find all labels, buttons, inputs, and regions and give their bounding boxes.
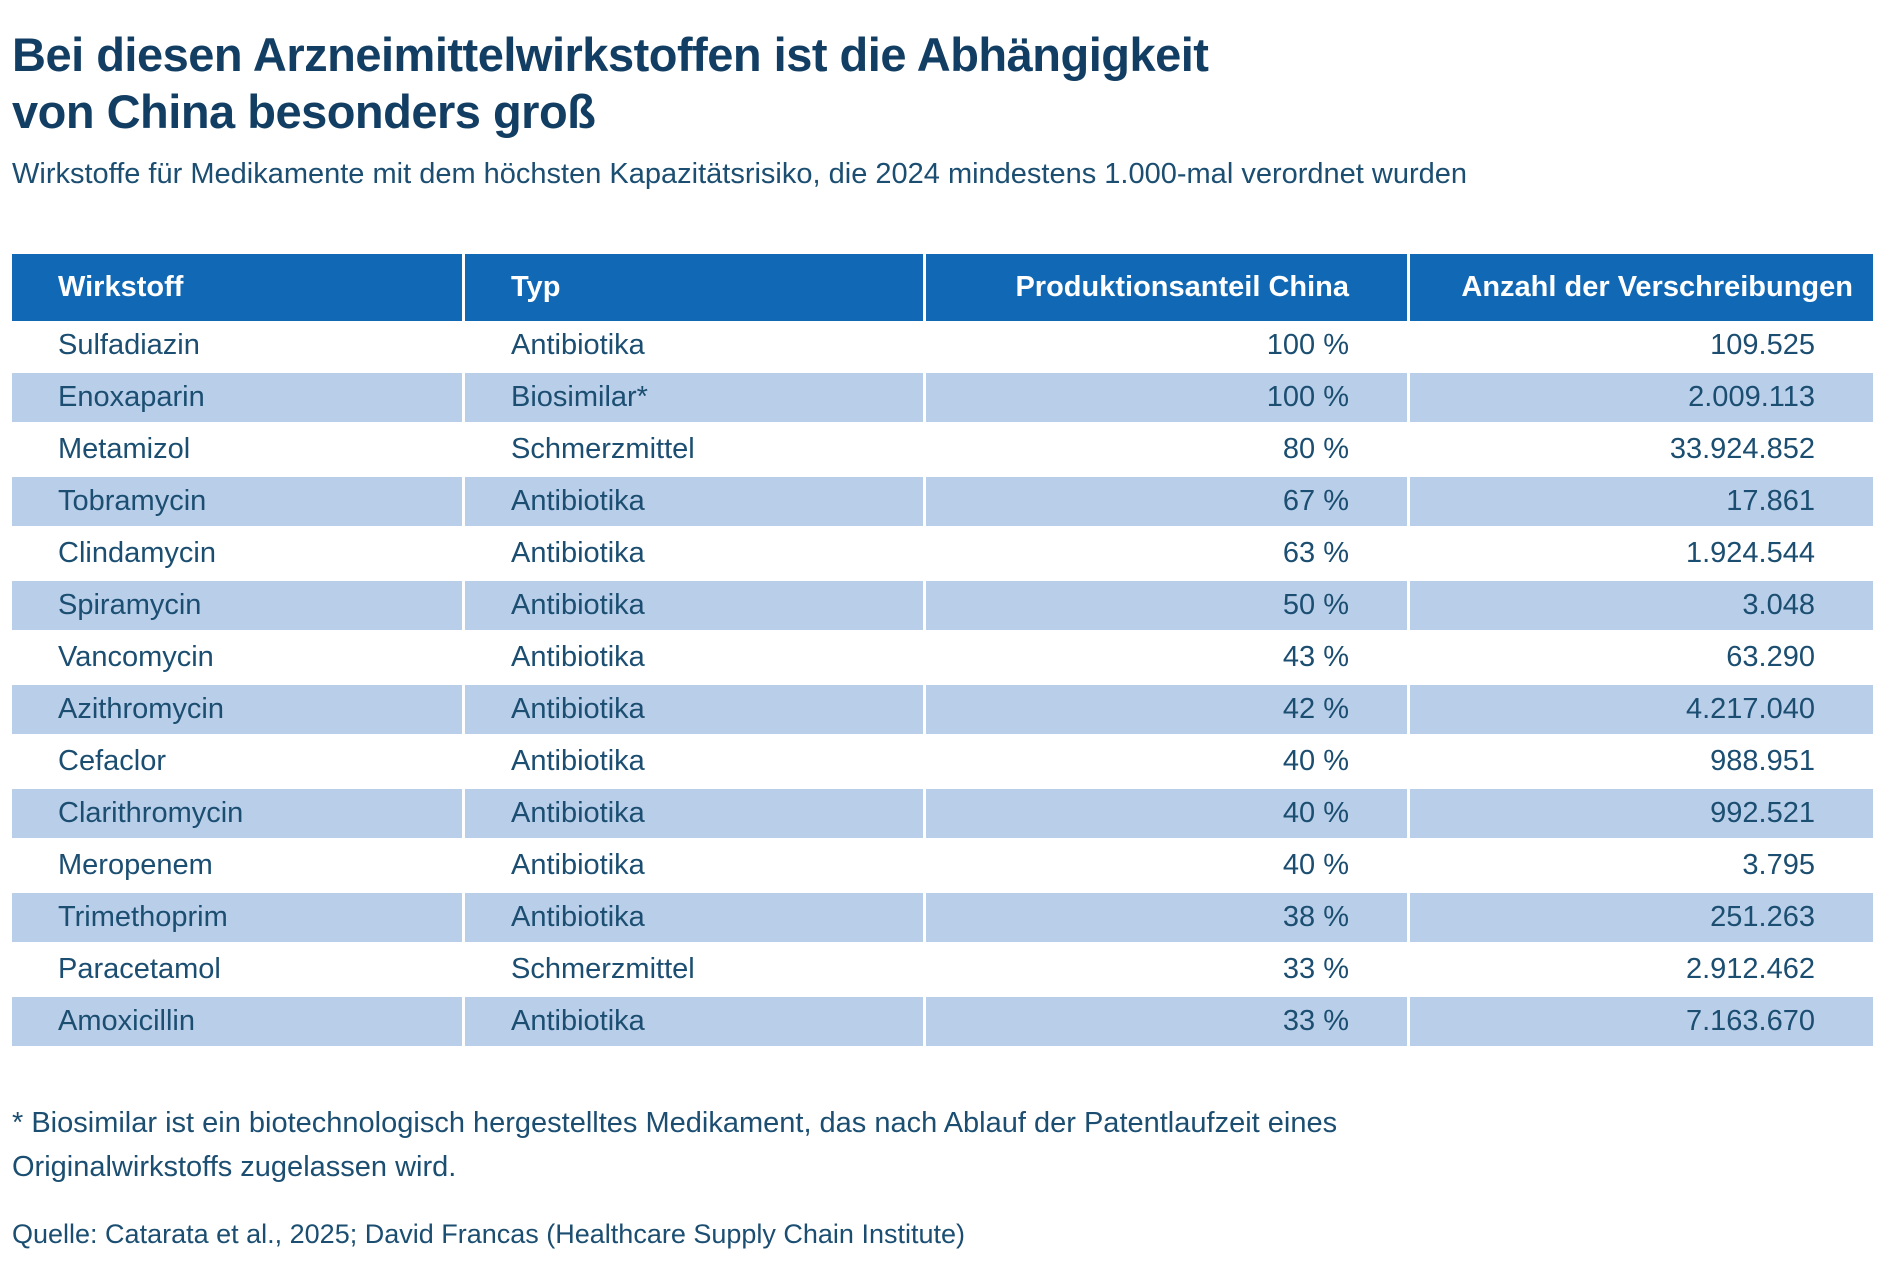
cell-typ: Antibiotika xyxy=(465,997,926,1049)
cell-wirkstoff: Spiramycin xyxy=(12,581,465,633)
data-table: Wirkstoff Typ Produktionsanteil China An… xyxy=(12,254,1873,1049)
cell-verschreibungen: 63.290 xyxy=(1410,633,1873,685)
cell-typ: Antibiotika xyxy=(465,737,926,789)
cell-typ: Antibiotika xyxy=(465,841,926,893)
cell-produktionsanteil: 63 % xyxy=(926,529,1410,581)
cell-typ: Antibiotika xyxy=(465,529,926,581)
cell-typ: Antibiotika xyxy=(465,581,926,633)
cell-verschreibungen: 992.521 xyxy=(1410,789,1873,841)
cell-typ: Antibiotika xyxy=(465,477,926,529)
cell-wirkstoff: Enoxaparin xyxy=(12,373,465,425)
cell-wirkstoff: Azithromycin xyxy=(12,685,465,737)
table-row: Trimethoprim Antibiotika 38 % 251.263 xyxy=(12,893,1873,945)
cell-produktionsanteil: 50 % xyxy=(926,581,1410,633)
column-header-verschreibungen: Anzahl der Verschreibungen xyxy=(1410,254,1873,321)
table-row: Vancomycin Antibiotika 43 % 63.290 xyxy=(12,633,1873,685)
subtitle: Wirkstoffe für Medikamente mit dem höchs… xyxy=(12,158,1467,190)
column-header-wirkstoff: Wirkstoff xyxy=(12,254,465,321)
cell-produktionsanteil: 42 % xyxy=(926,685,1410,737)
cell-produktionsanteil: 100 % xyxy=(926,321,1410,373)
cell-wirkstoff: Vancomycin xyxy=(12,633,465,685)
table-row: Clarithromycin Antibiotika 40 % 992.521 xyxy=(12,789,1873,841)
page-title-line2: von China besonders groß xyxy=(12,85,596,138)
cell-wirkstoff: Tobramycin xyxy=(12,477,465,529)
table-header-row: Wirkstoff Typ Produktionsanteil China An… xyxy=(12,254,1873,321)
table-row: Spiramycin Antibiotika 50 % 3.048 xyxy=(12,581,1873,633)
cell-produktionsanteil: 40 % xyxy=(926,841,1410,893)
cell-typ: Antibiotika xyxy=(465,633,926,685)
cell-verschreibungen: 4.217.040 xyxy=(1410,685,1873,737)
cell-verschreibungen: 109.525 xyxy=(1410,321,1873,373)
table-row: Enoxaparin Biosimilar* 100 % 2.009.113 xyxy=(12,373,1873,425)
column-header-typ: Typ xyxy=(465,254,926,321)
cell-verschreibungen: 2.009.113 xyxy=(1410,373,1873,425)
table-row: Metamizol Schmerzmittel 80 % 33.924.852 xyxy=(12,425,1873,477)
table-row: Clindamycin Antibiotika 63 % 1.924.544 xyxy=(12,529,1873,581)
cell-typ: Biosimilar* xyxy=(465,373,926,425)
cell-typ: Antibiotika xyxy=(465,893,926,945)
cell-typ: Antibiotika xyxy=(465,685,926,737)
cell-wirkstoff: Cefaclor xyxy=(12,737,465,789)
cell-verschreibungen: 7.163.670 xyxy=(1410,997,1873,1049)
cell-wirkstoff: Metamizol xyxy=(12,425,465,477)
cell-produktionsanteil: 43 % xyxy=(926,633,1410,685)
table-row: Meropenem Antibiotika 40 % 3.795 xyxy=(12,841,1873,893)
cell-produktionsanteil: 67 % xyxy=(926,477,1410,529)
footnote-line2: Originalwirkstoffs zugelassen wird. xyxy=(12,1151,457,1183)
cell-wirkstoff: Amoxicillin xyxy=(12,997,465,1049)
cell-produktionsanteil: 40 % xyxy=(926,789,1410,841)
cell-verschreibungen: 33.924.852 xyxy=(1410,425,1873,477)
column-header-produktionsanteil: Produktionsanteil China xyxy=(926,254,1410,321)
table-row: Sulfadiazin Antibiotika 100 % 109.525 xyxy=(12,321,1873,373)
source-credit: Quelle: Catarata et al., 2025; David Fra… xyxy=(12,1219,965,1249)
table-row: Amoxicillin Antibiotika 33 % 7.163.670 xyxy=(12,997,1873,1049)
cell-verschreibungen: 251.263 xyxy=(1410,893,1873,945)
table-row: Azithromycin Antibiotika 42 % 4.217.040 xyxy=(12,685,1873,737)
table-row: Cefaclor Antibiotika 40 % 988.951 xyxy=(12,737,1873,789)
cell-produktionsanteil: 40 % xyxy=(926,737,1410,789)
cell-verschreibungen: 988.951 xyxy=(1410,737,1873,789)
cell-produktionsanteil: 38 % xyxy=(926,893,1410,945)
cell-produktionsanteil: 33 % xyxy=(926,997,1410,1049)
cell-wirkstoff: Clarithromycin xyxy=(12,789,465,841)
cell-wirkstoff: Clindamycin xyxy=(12,529,465,581)
cell-verschreibungen: 2.912.462 xyxy=(1410,945,1873,997)
page-title: Bei diesen Arzneimittelwirkstoffen ist d… xyxy=(12,26,1876,140)
cell-wirkstoff: Meropenem xyxy=(12,841,465,893)
cell-typ: Schmerzmittel xyxy=(465,425,926,477)
table-row: Paracetamol Schmerzmittel 33 % 2.912.462 xyxy=(12,945,1873,997)
footnote-line1: * Biosimilar ist ein biotechnologisch he… xyxy=(12,1107,1338,1139)
table-body: Sulfadiazin Antibiotika 100 % 109.525 Enoxap… xyxy=(12,321,1873,1049)
cell-verschreibungen: 3.048 xyxy=(1410,581,1873,633)
cell-wirkstoff: Paracetamol xyxy=(12,945,465,997)
cell-verschreibungen: 3.795 xyxy=(1410,841,1873,893)
cell-typ: Antibiotika xyxy=(465,321,926,373)
cell-verschreibungen: 1.924.544 xyxy=(1410,529,1873,581)
cell-wirkstoff: Trimethoprim xyxy=(12,893,465,945)
table-row: Tobramycin Antibiotika 67 % 17.861 xyxy=(12,477,1873,529)
page-title-line1: Bei diesen Arzneimittelwirkstoffen ist d… xyxy=(12,28,1209,81)
cell-typ: Schmerzmittel xyxy=(465,945,926,997)
cell-typ: Antibiotika xyxy=(465,789,926,841)
cell-produktionsanteil: 80 % xyxy=(926,425,1410,477)
cell-produktionsanteil: 33 % xyxy=(926,945,1410,997)
footnote: * Biosimilar ist ein biotechnologisch he… xyxy=(12,1101,1876,1189)
cell-produktionsanteil: 100 % xyxy=(926,373,1410,425)
cell-wirkstoff: Sulfadiazin xyxy=(12,321,465,373)
cell-verschreibungen: 17.861 xyxy=(1410,477,1873,529)
